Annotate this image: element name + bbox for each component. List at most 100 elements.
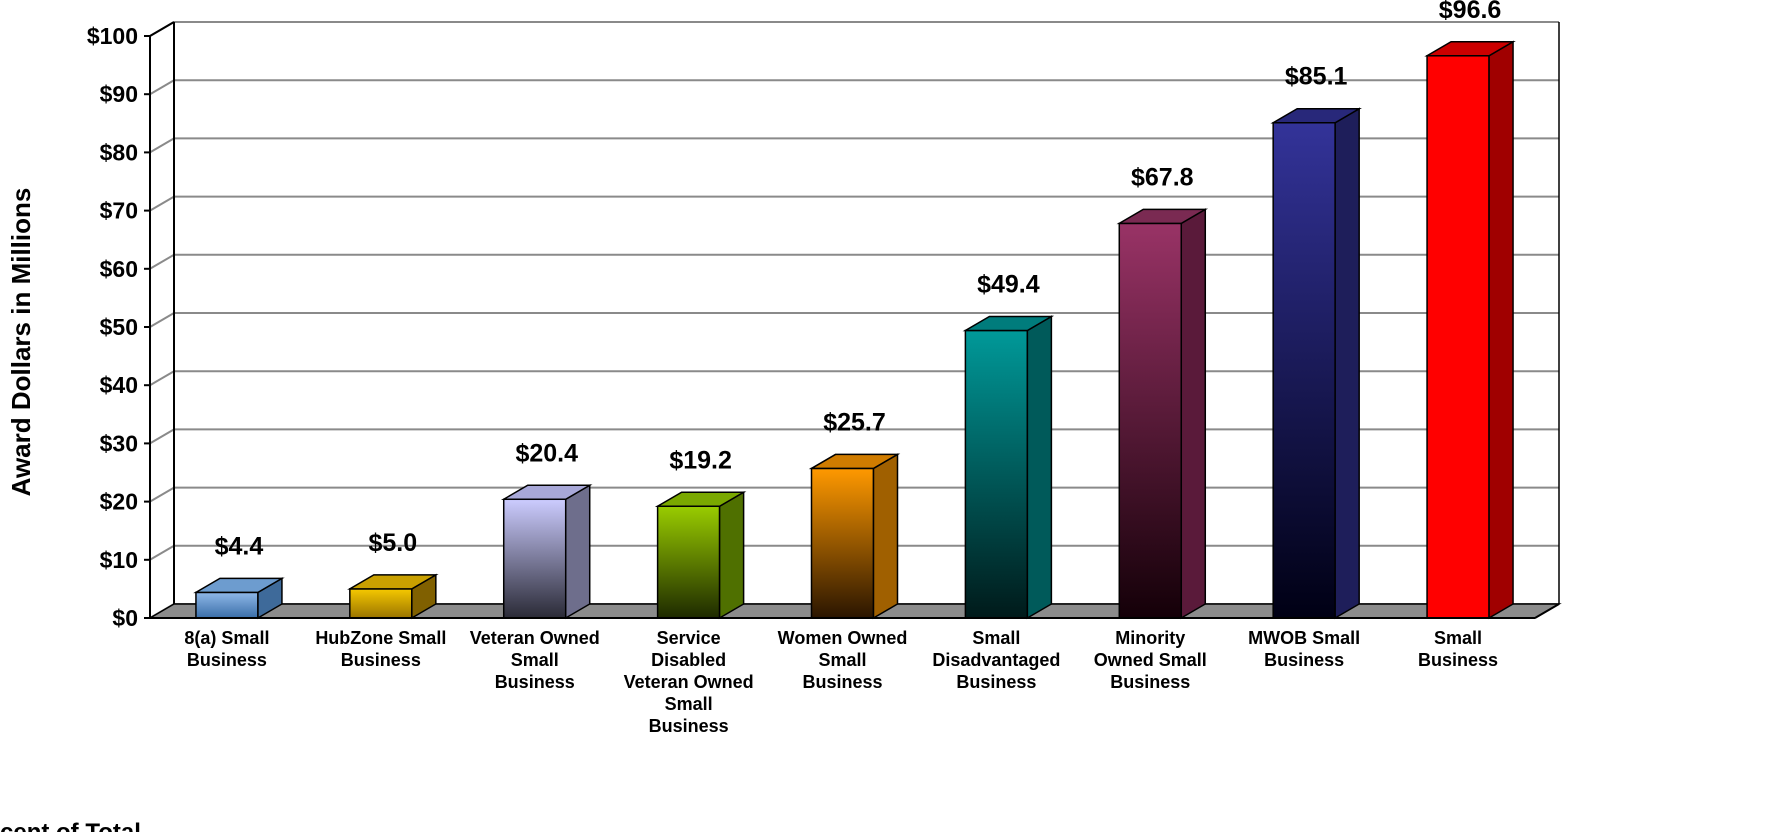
bar-2 — [347, 573, 439, 620]
y-tick-label: $30 — [100, 430, 138, 456]
category-label: Small Disadvantaged Business — [932, 628, 1060, 692]
category-label-line: Business — [956, 672, 1036, 692]
bar-9 — [1424, 40, 1516, 620]
y-tick-label: $10 — [100, 547, 138, 573]
y-tick-label: $40 — [100, 372, 138, 398]
bar-1 — [193, 577, 285, 620]
category-label-line: Business — [1110, 672, 1190, 692]
bar-front — [810, 467, 875, 619]
bar-front — [964, 329, 1029, 619]
bar-front — [195, 591, 259, 619]
category-label-line: Business — [1264, 650, 1344, 670]
data-label: $67.8 — [1131, 163, 1194, 191]
bar-top — [1424, 41, 1516, 57]
bar-top — [193, 577, 285, 594]
bar-front — [349, 588, 413, 619]
bar-side — [1026, 315, 1053, 620]
bar-side — [1488, 40, 1514, 620]
bar-side — [718, 490, 745, 620]
gridline-depth — [149, 370, 175, 387]
bar-side — [564, 483, 591, 620]
bar-3 — [500, 483, 593, 620]
category-label: Women Owned Small Business — [778, 628, 908, 692]
category-label-line: Small — [818, 650, 866, 670]
category-label: Minority Owned Small Business — [1094, 628, 1207, 692]
data-label: $4.4 — [215, 532, 264, 560]
bar-front — [1118, 222, 1183, 619]
data-label: $25.7 — [823, 408, 886, 436]
data-label: $5.0 — [368, 529, 417, 557]
category-label-line: Business — [802, 672, 882, 692]
bar-8 — [1270, 107, 1362, 620]
category-label-line: Small — [665, 694, 713, 714]
category-label: HubZone Small Business — [315, 628, 446, 670]
gridline-depth — [149, 486, 175, 503]
category-label-line: MWOB Small — [1248, 628, 1360, 648]
category-label-line: 8(a) Small — [184, 628, 269, 648]
gridline-depth — [149, 79, 175, 96]
bar-front — [502, 498, 567, 619]
category-label-line: Veteran Owned — [624, 672, 754, 692]
bar-top — [500, 484, 593, 501]
data-labels: $4.4 $5.0 $20.4 $19.2 $25.7 $49.4 $67.8 $85.1 $9… — [215, 0, 1502, 560]
bars — [193, 40, 1516, 620]
category-label-line: Small — [972, 628, 1020, 648]
category-label-line: Minority — [1115, 628, 1185, 648]
data-label: $96.6 — [1439, 0, 1502, 24]
bar-top — [347, 574, 439, 590]
gridline-depth — [149, 544, 175, 561]
category-label-line: Women Owned — [778, 628, 908, 648]
category-label: Small Business — [1418, 628, 1498, 670]
y-tick-label: $60 — [100, 256, 138, 282]
y-tick-label: $90 — [100, 81, 138, 107]
category-label-line: Business — [495, 672, 575, 692]
data-label: $85.1 — [1285, 63, 1348, 91]
bar-side — [1180, 208, 1207, 620]
bar-7 — [1116, 208, 1209, 620]
data-label: $19.2 — [669, 446, 732, 474]
gridline-depth — [149, 253, 175, 270]
category-label: Veteran Owned Small Business — [470, 628, 600, 692]
y-tick-label: $80 — [100, 139, 138, 165]
category-label-line: Small — [511, 650, 559, 670]
y-tick-label: $0 — [112, 605, 138, 631]
gridline-depth — [149, 428, 175, 445]
category-label-line: Disabled — [651, 650, 726, 670]
y-axis: $0 $10 $20 $30 $40 $50 $60 $70 $80 $90 $100 — [87, 21, 1560, 631]
bar-top — [1116, 208, 1209, 225]
y-tick-label: $70 — [100, 198, 138, 224]
bar-top — [1270, 107, 1362, 124]
gridline-depth — [149, 137, 175, 154]
category-label-line: Disadvantaged — [932, 650, 1060, 670]
y-tick-label: $50 — [100, 314, 138, 340]
category-label-line: Business — [341, 650, 421, 670]
bar-side — [872, 453, 899, 620]
bar-top — [962, 315, 1055, 332]
category-label-line: HubZone Small — [315, 628, 446, 648]
category-label-line: Business — [1418, 650, 1498, 670]
bar-front — [1272, 121, 1336, 619]
gridline-depth — [149, 195, 175, 212]
bar-front — [656, 505, 721, 619]
category-label-line: Business — [187, 650, 267, 670]
category-label-line: Business — [649, 716, 729, 736]
bar-top — [808, 453, 901, 470]
x-axis-depth-right — [1534, 603, 1560, 619]
category-label-line: Small — [1434, 628, 1482, 648]
y-axis-depth-top — [149, 21, 175, 37]
category-label-line: Service — [657, 628, 721, 648]
data-label: $49.4 — [977, 270, 1040, 298]
bar-5 — [808, 453, 901, 620]
bar-6 — [962, 315, 1055, 620]
category-label-line: Veteran Owned — [470, 628, 600, 648]
category-label: Service Disabled Veteran Owned Small Busines… — [624, 628, 754, 736]
category-label: 8(a) Small Business — [184, 628, 269, 670]
footnote-text: cent of Total — [0, 819, 141, 832]
y-tick-label: $20 — [100, 489, 138, 515]
y-tick-label: $100 — [87, 23, 138, 49]
data-label: $20.4 — [515, 439, 578, 467]
category-label: MWOB Small Business — [1248, 628, 1360, 670]
gridline-depth — [149, 312, 175, 328]
